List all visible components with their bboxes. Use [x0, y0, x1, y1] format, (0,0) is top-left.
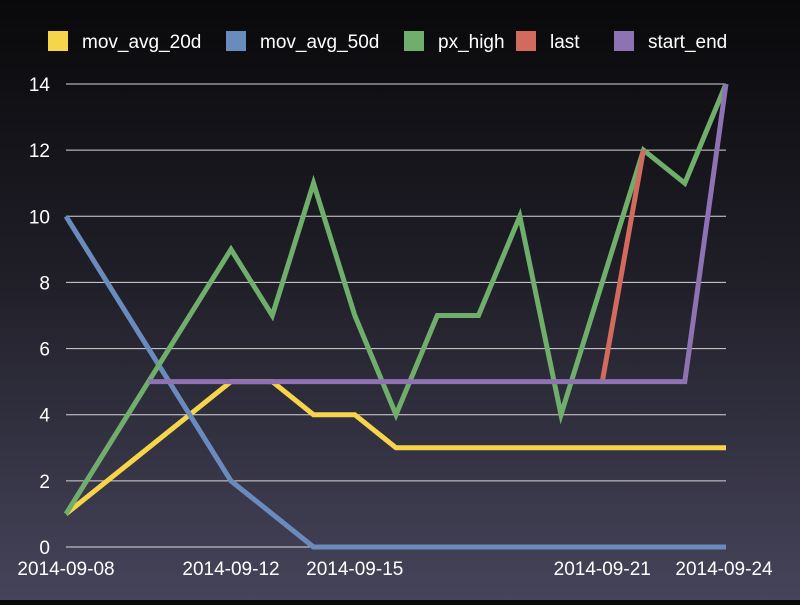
y-tick-label: 12 [29, 141, 50, 162]
y-tick-label: 10 [29, 207, 50, 228]
series-line-mov-avg-50d [63, 214, 726, 550]
x-tick-label: 2014-09-24 [675, 559, 773, 580]
legend-swatch [516, 31, 536, 51]
series-line-start-end [148, 83, 729, 385]
y-tick-label: 4 [39, 406, 50, 427]
y-tick-label: 2 [39, 472, 50, 493]
y-tick-label: 0 [39, 538, 50, 559]
x-tick-label: 2014-09-12 [182, 559, 279, 580]
y-axis-tick-labels: 0 2 4 6 8 10 12 14 [29, 75, 51, 559]
legend-label: mov_avg_50d [260, 32, 379, 53]
y-tick-label: 14 [29, 75, 51, 96]
x-tick-label: 2014-09-08 [17, 559, 114, 580]
series-line-mov-avg-20d [64, 379, 726, 516]
legend-swatch [614, 31, 634, 51]
series-lines [63, 83, 729, 550]
legend-label: start_end [648, 32, 727, 53]
legend-label: last [550, 32, 580, 53]
x-axis-tick-labels: 2014-09-08 2014-09-12 2014-09-15 2014-09-21… [17, 559, 773, 580]
x-tick-label: 2014-09-21 [554, 559, 651, 580]
legend-label: px_high [438, 32, 505, 53]
grid-lines [66, 83, 726, 548]
legend-swatch [404, 31, 424, 51]
legend-swatch [48, 31, 68, 51]
y-tick-label: 6 [39, 340, 50, 361]
legend: mov_avg_20d mov_avg_50d px_high last start_e… [48, 31, 727, 53]
legend-label: mov_avg_20d [82, 32, 201, 53]
x-tick-label: 2014-09-15 [306, 559, 403, 580]
series-line-last [599, 149, 646, 383]
y-tick-label: 8 [39, 273, 50, 294]
legend-swatch [226, 31, 246, 51]
